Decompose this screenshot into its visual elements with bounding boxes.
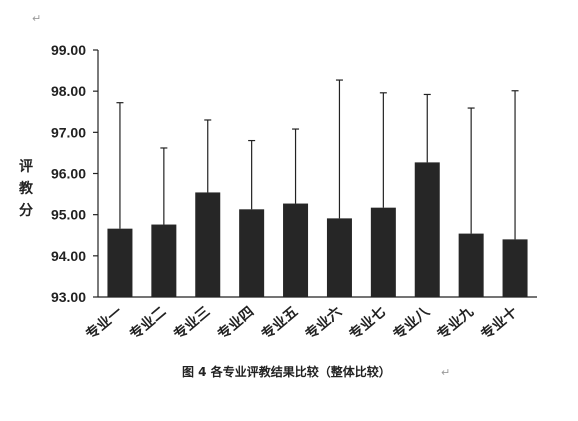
y-tick-label: 93.00 <box>51 289 86 305</box>
x-tick-label: 专业八 <box>390 302 434 343</box>
x-tick-label: 专业四 <box>214 303 257 343</box>
y-tick-label: 97.00 <box>51 124 86 140</box>
bar <box>239 209 265 297</box>
bar <box>151 224 177 297</box>
y-axis-label: 评教分 <box>19 159 34 219</box>
y-axis-title-char: 评 <box>19 159 33 175</box>
y-tick-label: 95.00 <box>51 207 86 223</box>
bar <box>458 233 484 297</box>
x-tick-label: 专业一 <box>82 303 125 343</box>
figure-caption: 图 4 各专业评教结果比较（整体比较） <box>182 364 391 379</box>
x-tick-label: 专业三 <box>170 303 213 343</box>
y-axis-title-char: 分 <box>19 203 33 219</box>
y-tick-label: 94.00 <box>51 248 86 264</box>
x-tick-label: 专业十 <box>478 303 521 343</box>
y-tick-label: 99.00 <box>51 42 86 58</box>
caption-paragraph-mark: ↵ <box>441 366 450 379</box>
bar <box>283 203 309 297</box>
bar <box>502 239 528 297</box>
bar <box>195 192 221 297</box>
y-axis-ticks: 93.00 94.00 95.00 96.00 97.00 98.00 99.00 <box>51 42 98 305</box>
y-tick-label: 96.00 <box>51 166 86 182</box>
bar <box>107 228 133 297</box>
x-tick-label: 专业二 <box>126 303 169 343</box>
y-axis-title-char: 教 <box>19 180 34 197</box>
x-tick-label: 专业五 <box>258 303 301 343</box>
bar <box>326 218 352 297</box>
x-tick-label: 专业九 <box>434 303 477 343</box>
bar <box>370 207 396 297</box>
paragraph-mark: ↵ <box>32 12 41 25</box>
y-tick-label: 98.00 <box>51 83 86 99</box>
bar <box>414 162 440 297</box>
x-tick-label: 专业六 <box>302 303 345 343</box>
bars-layer <box>107 79 528 297</box>
x-axis-ticks: 专业一 专业二 专业三 专业四 专业五 专业六 专业七 专业八 专业九 专业十 <box>82 302 520 343</box>
x-tick-label: 专业七 <box>346 303 389 343</box>
